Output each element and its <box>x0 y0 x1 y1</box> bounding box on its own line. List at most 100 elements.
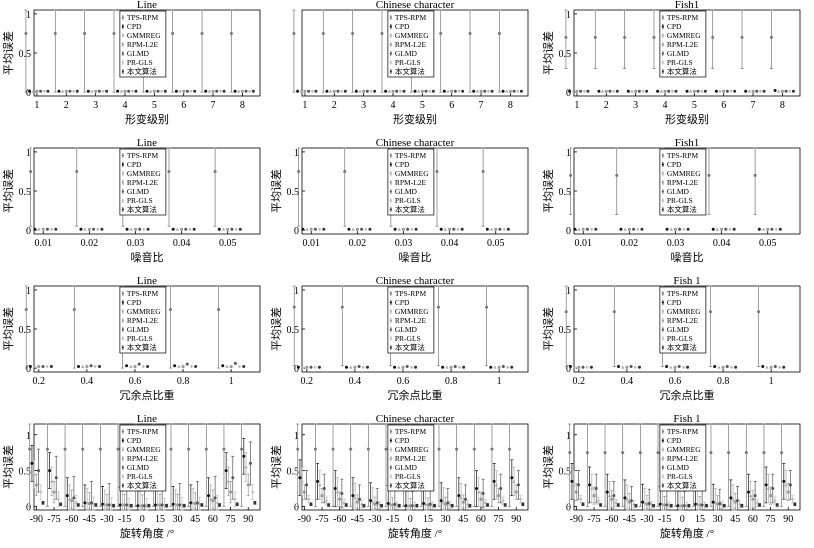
data-point <box>705 504 709 508</box>
data-point <box>327 503 331 507</box>
legend-label: PR-GLS <box>395 334 421 343</box>
data-point <box>76 365 80 369</box>
legend-marker <box>661 430 664 433</box>
data-point <box>123 89 127 93</box>
data-point <box>659 89 664 93</box>
data-point <box>168 307 172 311</box>
data-point <box>81 447 85 451</box>
chart-svg: Chinese character 0 0.5 1 0.01 0.02 0.03 0.04 0.… <box>269 137 529 264</box>
data-point <box>439 227 443 231</box>
data-point <box>358 497 362 501</box>
data-point <box>445 365 449 369</box>
data-point <box>700 89 704 94</box>
legend-label: GMMREG <box>127 307 161 316</box>
data-point <box>229 490 232 494</box>
data-point <box>391 503 395 507</box>
x-tick-label: 6 <box>181 100 186 111</box>
data-point <box>786 490 790 494</box>
data-point <box>340 492 344 496</box>
data-point <box>585 227 589 231</box>
data-point <box>681 365 685 370</box>
data-point <box>441 500 446 504</box>
legend-marker <box>389 181 392 184</box>
data-point <box>744 89 748 93</box>
legend-label: RPM-L2E <box>667 316 699 325</box>
data-point <box>193 89 197 93</box>
data-point <box>94 89 98 93</box>
legend-label: CPD <box>667 298 682 307</box>
x-tick-label: 0.01 <box>574 238 592 249</box>
data-point <box>213 496 217 500</box>
data-point <box>727 451 731 455</box>
data-point <box>703 89 707 93</box>
legend-label: TPS-RPM <box>667 427 699 436</box>
data-point <box>634 89 638 93</box>
legend-box <box>119 286 167 354</box>
data-point <box>63 447 67 451</box>
data-point <box>582 89 586 94</box>
x-tick-label: 5 <box>152 100 157 111</box>
chart-title: Line <box>137 0 157 11</box>
data-point <box>603 451 607 455</box>
data-point <box>188 227 192 232</box>
data-point <box>687 504 691 508</box>
x-tick-label: 4 <box>122 100 127 111</box>
data-point <box>489 227 494 231</box>
legend-marker <box>661 466 664 469</box>
data-point <box>575 89 579 93</box>
data-point <box>112 31 116 35</box>
data-point <box>251 490 255 494</box>
legend-label: CPD <box>395 298 410 307</box>
data-point <box>626 89 630 93</box>
data-point <box>181 365 185 368</box>
data-point <box>85 365 89 368</box>
x-tick-label: 30 <box>713 514 723 525</box>
y-tick-label: 0.5 <box>559 325 572 336</box>
data-point <box>629 365 633 369</box>
x-tick-label: 4 <box>390 100 395 111</box>
legend-box <box>659 10 707 78</box>
legend-box <box>119 424 167 492</box>
legend-label: PR-GLS <box>667 196 693 205</box>
legend-label: RPM-L2E <box>395 454 427 463</box>
x-tick-label: 0.2 <box>573 376 586 387</box>
data-point <box>331 447 335 451</box>
y-tick-label: 1 <box>294 286 299 297</box>
data-point <box>94 503 98 507</box>
data-point <box>778 227 782 231</box>
legend-label: TPS-RPM <box>667 151 699 160</box>
data-point <box>729 496 733 500</box>
data-point <box>56 497 61 502</box>
data-point <box>101 89 105 94</box>
data-point <box>485 227 489 231</box>
data-point <box>49 365 53 369</box>
data-point <box>116 447 120 451</box>
data-point <box>698 503 702 507</box>
data-point <box>343 169 347 173</box>
legend-marker <box>389 199 392 202</box>
data-point <box>235 502 239 506</box>
data-point <box>732 227 736 231</box>
chart-panel: Fish1 0 0.5 1 0.01 0.02 0.03 0.04 0.05 噪音比 平均误差 TPS… <box>540 137 810 272</box>
chart-panel: Fish1 0 0.5 1 1 2 3 4 5 6 7 8 形变级别 平均误差 TPS-RPM CPD GMMR… <box>540 0 810 134</box>
legend-marker <box>661 337 664 340</box>
data-point <box>313 447 317 451</box>
legend-label: GMMREG <box>667 307 701 316</box>
data-point <box>402 227 405 231</box>
legend-label: PR-GLS <box>667 58 693 67</box>
legend-marker <box>121 190 124 193</box>
data-point <box>442 89 446 93</box>
legend-label: PR-GLS <box>667 334 693 343</box>
x-tick-label: 1 <box>574 100 579 111</box>
data-point <box>215 89 219 93</box>
legend-marker <box>661 448 664 451</box>
data-point <box>127 89 131 93</box>
data-point <box>328 89 333 93</box>
data-point <box>167 169 171 173</box>
legend-label: TPS-RPM <box>395 427 427 436</box>
data-point <box>764 483 768 487</box>
data-point <box>318 227 322 232</box>
data-point <box>237 364 242 369</box>
legend-marker <box>661 61 664 64</box>
data-point <box>735 499 739 503</box>
